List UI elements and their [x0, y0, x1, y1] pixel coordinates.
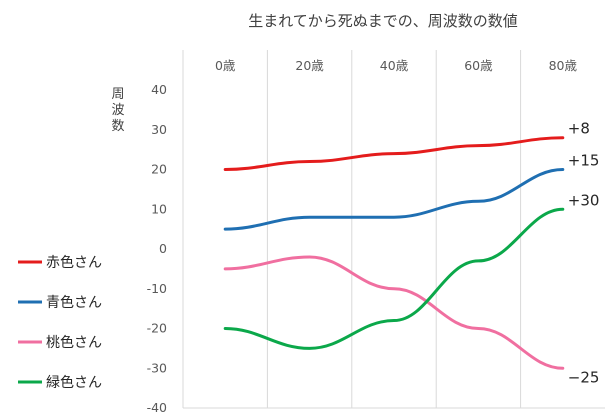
- y-tick-label: 30: [151, 122, 167, 137]
- change-annotation: +8: [568, 120, 590, 138]
- series-lines: [223, 136, 565, 370]
- change-annotations: +8 +15 −25 +30: [568, 120, 600, 387]
- y-tick-label: -10: [147, 281, 167, 296]
- legend-label: 桃色さん: [46, 334, 102, 351]
- change-annotation: +15: [568, 152, 600, 170]
- legend-label: 赤色さん: [46, 254, 102, 271]
- y-axis-label-char: 数: [111, 119, 124, 134]
- change-annotation: +30: [568, 191, 600, 209]
- x-tick-labels: 0歳 20歳 40歳 60歳 80歳: [215, 58, 578, 73]
- x-tick-label: 0歳: [215, 58, 236, 73]
- y-tick-label: 20: [151, 162, 167, 177]
- x-tick-label: 80歳: [549, 58, 578, 73]
- y-tick-label: 10: [151, 201, 167, 216]
- x-tick-label: 60歳: [464, 58, 493, 73]
- chart-title: 生まれてから死ぬまでの、周波数の数値: [248, 12, 518, 30]
- x-tick-label: 20歳: [295, 58, 324, 73]
- x-tick-label: 40歳: [380, 58, 409, 73]
- y-axis-label-char: 波: [111, 103, 124, 118]
- y-tick-labels: 40 30 20 10 0 -10 -20 -30 -40: [147, 82, 167, 415]
- y-axis-label: 周波数: [111, 87, 124, 134]
- legend-label: 青色さん: [46, 294, 102, 311]
- y-tick-label: -30: [147, 360, 167, 375]
- series-line: [223, 168, 565, 231]
- y-axis-label-char: 周: [111, 87, 124, 102]
- y-tick-label: -40: [147, 400, 167, 415]
- series-line: [223, 136, 565, 171]
- legend-label: 緑色さん: [46, 374, 102, 391]
- y-tick-label: 0: [159, 241, 167, 256]
- grid-lines: [182, 50, 605, 409]
- y-tick-label: -20: [147, 321, 167, 336]
- series-line: [223, 255, 565, 370]
- change-annotation: −25: [568, 368, 600, 386]
- series-line: [223, 207, 565, 350]
- y-tick-label: 40: [151, 82, 167, 97]
